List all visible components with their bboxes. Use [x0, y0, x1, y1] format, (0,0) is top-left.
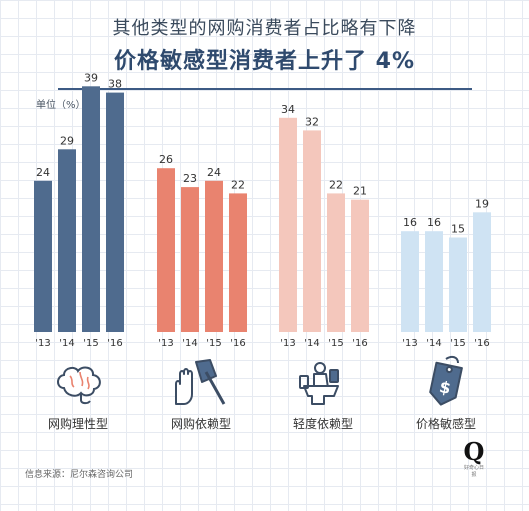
year-label-0-0: '13: [35, 338, 50, 349]
year-label-2-2: '15: [328, 338, 343, 349]
value-label-2-2: 22: [329, 178, 343, 191]
year-label-0-2: '15: [83, 338, 98, 349]
bar-0-2: [82, 86, 100, 332]
brand-logo: Q 好奇心日报: [463, 437, 485, 479]
bar-1-2: [205, 180, 223, 332]
value-label-1-3: 22: [231, 178, 245, 191]
year-label-3-1: '14: [426, 338, 441, 349]
value-label-0-3: 38: [108, 78, 122, 91]
group-label-dependent: 网购依赖型: [170, 417, 231, 431]
bar-2-0: [279, 117, 297, 332]
group-label-rational: 网购理性型: [47, 417, 108, 431]
group-label-price: 价格敏感型: [415, 417, 476, 431]
value-label-3-1: 16: [427, 216, 441, 229]
bar-0-1: [58, 149, 76, 332]
value-label-2-3: 21: [353, 185, 367, 198]
value-label-0-2: 39: [84, 71, 98, 84]
bar-3-2: [449, 237, 467, 332]
bar-2-3: [351, 199, 369, 332]
bar-0-0: [34, 180, 52, 332]
value-label-3-0: 16: [403, 216, 417, 229]
value-label-0-0: 24: [36, 166, 50, 179]
bar-0-3: [106, 92, 124, 332]
year-label-3-2: '15: [450, 338, 465, 349]
brain-icon: [57, 366, 101, 405]
year-label-2-1: '14: [304, 338, 319, 349]
year-label-3-3: '16: [474, 338, 489, 349]
bar-1-1: [181, 187, 199, 332]
bar-2-1: [303, 130, 321, 332]
value-label-2-0: 34: [281, 103, 295, 116]
bar-1-3: [229, 193, 247, 332]
chart-title: 其他类型的网购消费者占比略有下降: [112, 18, 417, 39]
year-label-2-3: '16: [352, 338, 367, 349]
subtitle-underline: [58, 88, 472, 90]
bar-3-3: [473, 212, 491, 332]
source-note: 信息来源：尼尔森咨询公司: [25, 470, 134, 480]
logo-letter: Q: [463, 437, 485, 466]
year-label-1-1: '14: [182, 338, 197, 349]
value-label-0-1: 29: [60, 134, 74, 147]
value-label-1-2: 24: [207, 166, 221, 179]
unit-label: 单位（%）: [36, 100, 86, 111]
year-label-0-1: '14: [59, 338, 74, 349]
value-label-1-0: 26: [159, 153, 173, 166]
year-label-1-0: '13: [158, 338, 173, 349]
bar-1-0: [157, 168, 175, 332]
chart-subtitle: 价格敏感型消费者上升了 4%: [113, 49, 415, 74]
year-label-3-0: '13: [402, 338, 417, 349]
value-label-3-3: 19: [475, 197, 489, 210]
year-label-1-3: '16: [230, 338, 245, 349]
price-tag-icon: $: [429, 355, 463, 406]
bar-2-2: [327, 193, 345, 332]
year-label-0-3: '16: [107, 338, 122, 349]
person-toilet-phone-icon: [299, 362, 339, 405]
year-label-1-2: '15: [206, 338, 221, 349]
value-label-1-1: 23: [183, 172, 197, 185]
group-label-light: 轻度依赖型: [292, 417, 353, 431]
year-label-2-0: '13: [280, 338, 295, 349]
hand-axe-icon: [175, 359, 226, 405]
svg-text:$: $: [438, 377, 453, 398]
value-label-3-2: 15: [451, 223, 465, 236]
bar-3-0: [401, 231, 419, 332]
value-label-2-1: 32: [305, 115, 319, 128]
bar-3-1: [425, 231, 443, 332]
logo-tagline: 好奇心日报: [463, 465, 484, 478]
